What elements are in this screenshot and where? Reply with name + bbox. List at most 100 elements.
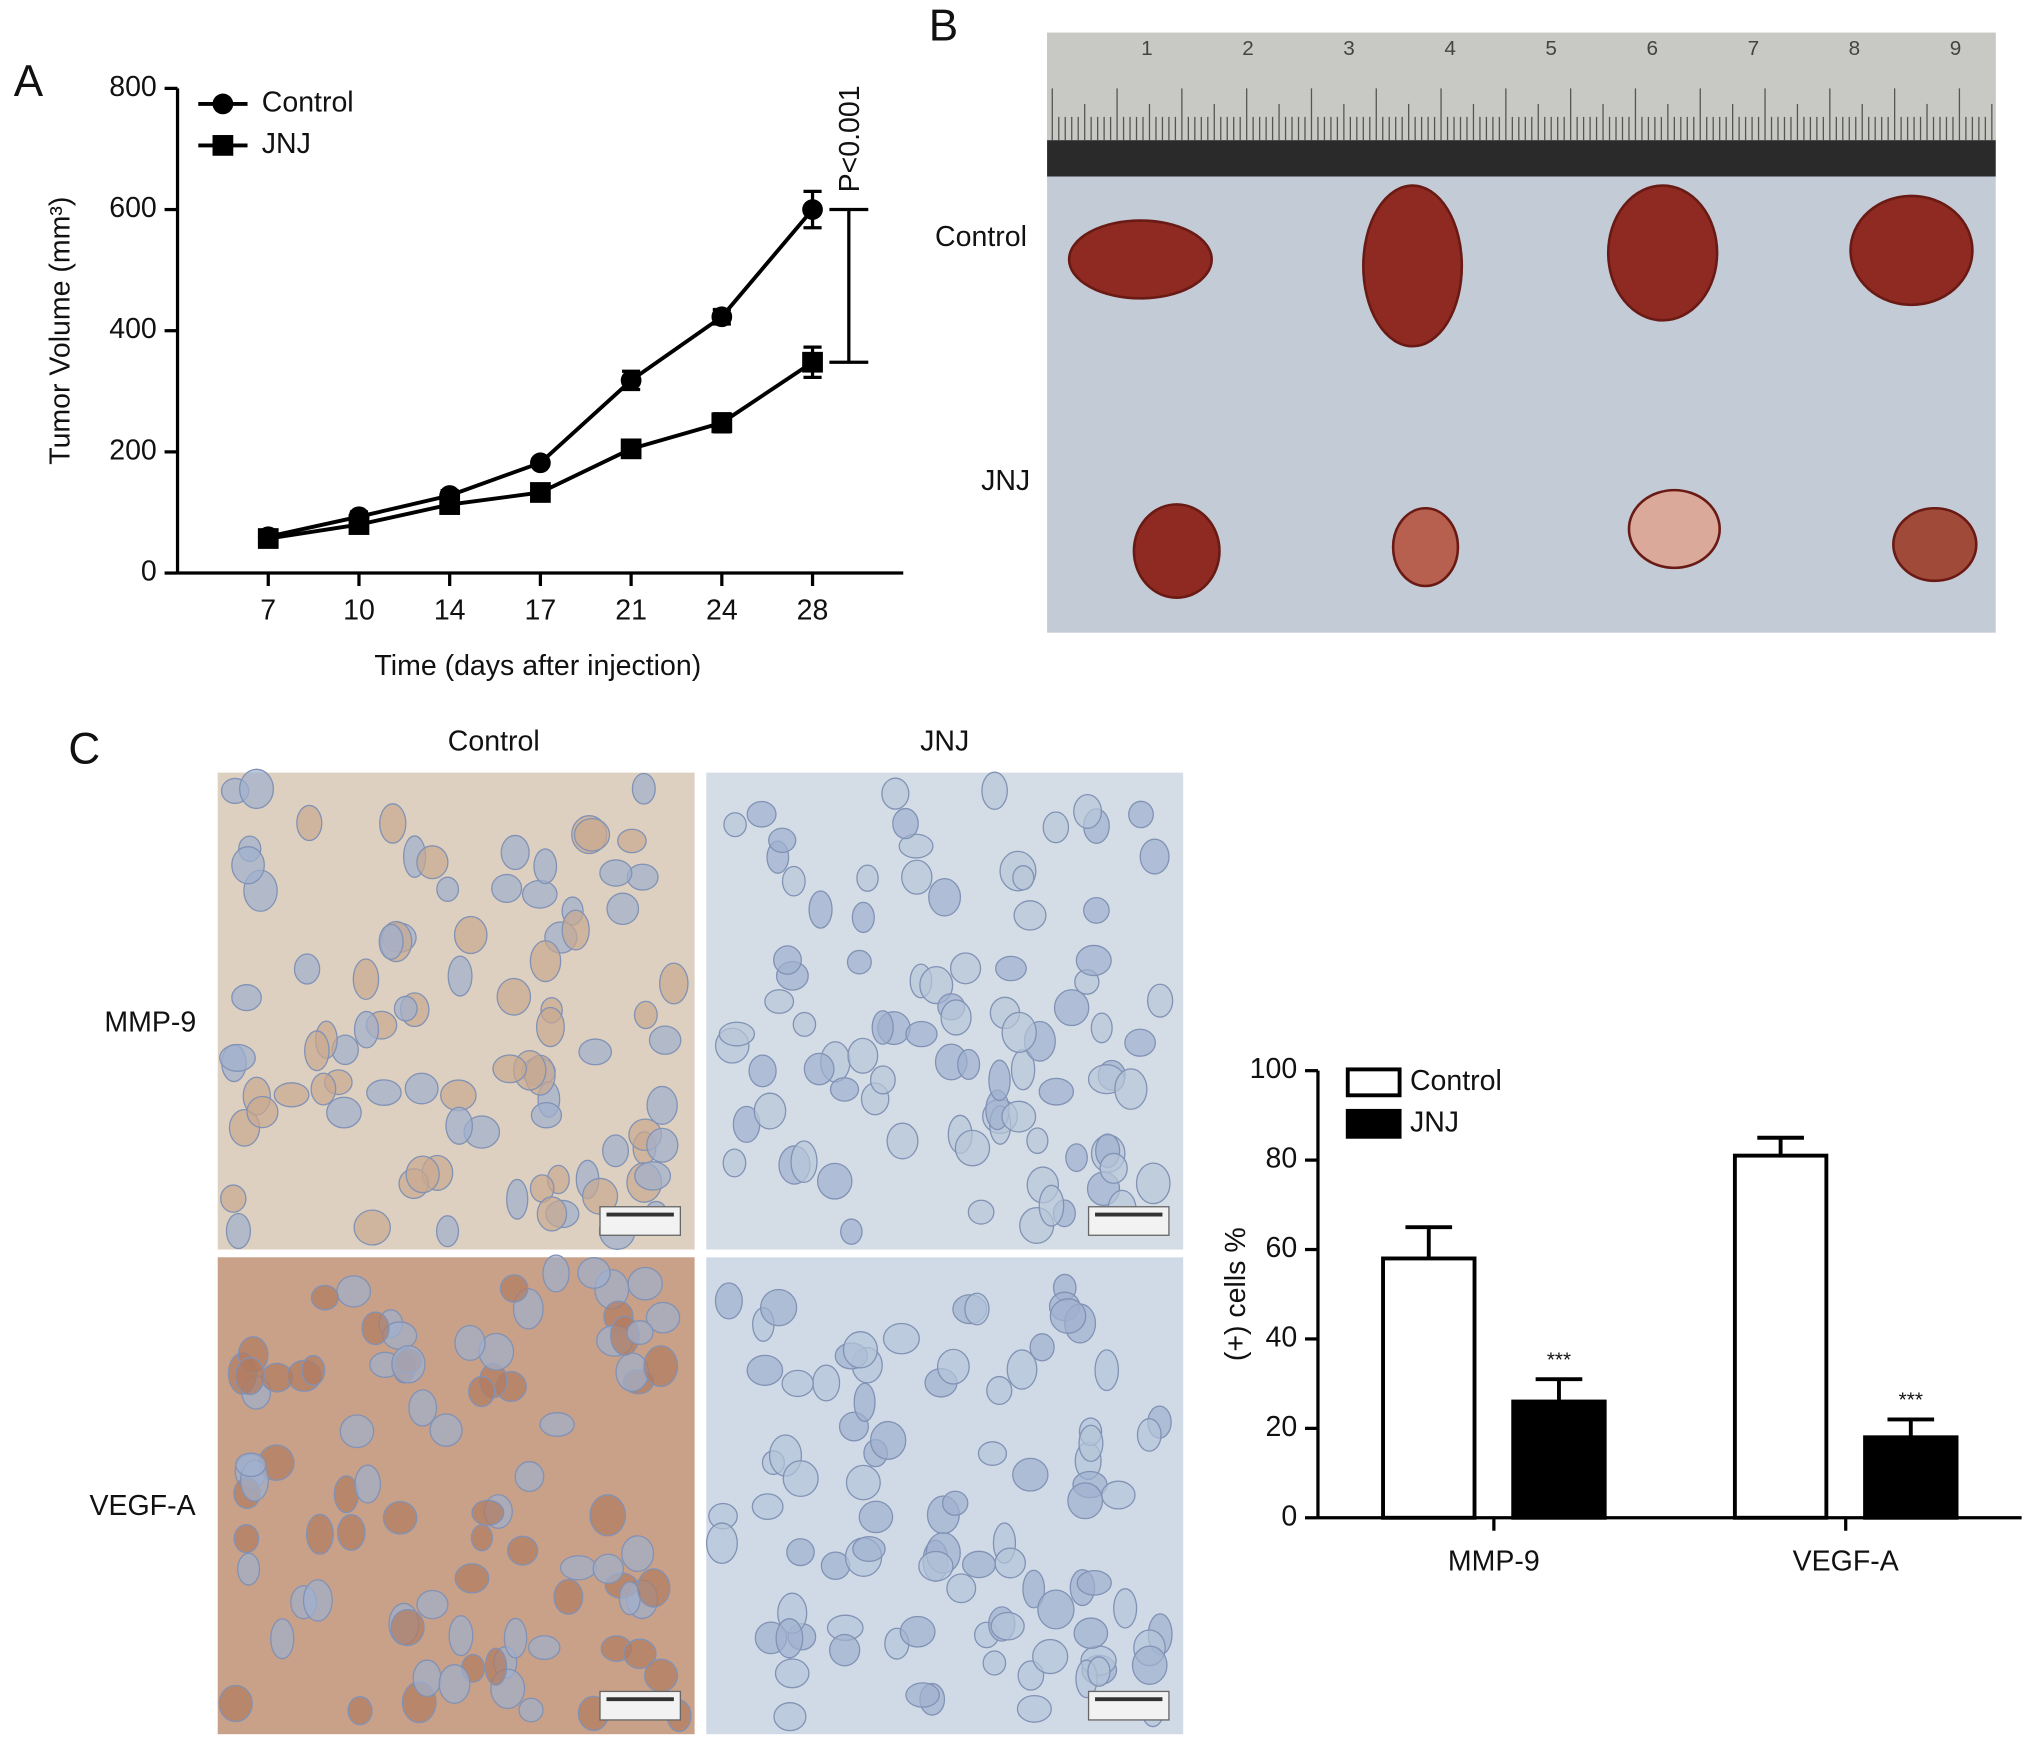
cell	[533, 848, 558, 885]
cell	[445, 1106, 474, 1145]
cell	[1099, 1152, 1128, 1184]
cell	[949, 952, 982, 985]
cell	[219, 1043, 256, 1072]
cell	[1012, 865, 1035, 891]
cell	[845, 1464, 881, 1501]
marker	[348, 514, 370, 535]
cell	[447, 955, 473, 997]
tumor	[1391, 506, 1460, 588]
cell	[964, 1292, 990, 1326]
y-tick-label: 0	[1281, 1500, 1297, 1532]
cell	[503, 1617, 528, 1659]
cell	[500, 834, 530, 871]
legend-label: JNJ	[262, 128, 311, 160]
cell	[853, 1382, 876, 1423]
cell	[233, 1524, 260, 1554]
cell	[634, 1161, 672, 1191]
cell	[453, 915, 488, 955]
ruler-label: 5	[1545, 37, 1557, 60]
cell	[1146, 983, 1174, 1018]
cell	[940, 999, 972, 1036]
error-bar	[1757, 1135, 1804, 1156]
marker	[711, 412, 733, 434]
y-tick-label: 400	[109, 313, 157, 345]
cell	[781, 1369, 814, 1398]
ruler	[1047, 32, 1996, 150]
cell	[892, 807, 919, 840]
cell	[774, 1658, 810, 1689]
cell	[705, 1522, 738, 1565]
cell	[599, 859, 633, 887]
cell	[626, 1320, 654, 1345]
micrograph	[217, 772, 695, 1250]
cell	[429, 1413, 463, 1447]
cell	[393, 995, 418, 1022]
cell	[846, 949, 872, 975]
ruler-label: 1	[1141, 37, 1153, 60]
cell	[840, 1218, 863, 1245]
cell	[882, 1322, 920, 1355]
tumor	[1606, 184, 1719, 322]
cell	[627, 1266, 663, 1301]
cell	[852, 1536, 886, 1563]
cell	[803, 1052, 835, 1086]
cell	[918, 1550, 954, 1582]
scale-bar	[599, 1206, 682, 1236]
cell	[786, 1538, 815, 1567]
legend-swatch	[1345, 1108, 1402, 1139]
scale-bar	[599, 1690, 682, 1721]
cell	[1067, 1482, 1104, 1520]
cell	[1065, 1143, 1088, 1173]
column-label: Control	[448, 725, 540, 757]
cell	[1001, 1100, 1037, 1133]
cell	[928, 877, 962, 917]
cell	[347, 1696, 373, 1726]
photo-row-label: Control	[935, 221, 1027, 253]
ruler-label: 3	[1343, 37, 1355, 60]
significance-bracket	[829, 207, 869, 364]
cell	[842, 1331, 879, 1369]
cell	[919, 966, 954, 1005]
cell	[1038, 1077, 1075, 1106]
panel-label: C	[68, 725, 100, 774]
y-tick-label: 60	[1266, 1232, 1298, 1264]
cell	[718, 1021, 756, 1047]
ruler-label: 4	[1444, 37, 1456, 60]
cell	[416, 1589, 449, 1620]
cell	[235, 1452, 267, 1478]
cell	[438, 1664, 471, 1704]
ruler-shadow	[1047, 140, 1996, 177]
marker	[212, 93, 234, 115]
cell	[905, 1020, 938, 1048]
cell	[621, 1535, 655, 1573]
scale-bar	[1087, 1690, 1170, 1721]
x-tick-label: 17	[525, 594, 557, 626]
cell	[310, 1072, 337, 1106]
marker	[711, 306, 733, 328]
cell	[553, 1578, 584, 1615]
cell	[405, 1155, 440, 1194]
cell	[1090, 1012, 1113, 1044]
cell	[273, 1082, 310, 1108]
cell	[468, 1375, 496, 1408]
marker	[530, 482, 551, 503]
cell	[957, 1048, 981, 1081]
cell	[336, 1514, 366, 1551]
row-label: MMP-9	[104, 1007, 196, 1039]
cell	[1083, 896, 1110, 924]
y-tick-label: 40	[1266, 1321, 1298, 1353]
cell	[506, 1178, 529, 1220]
cell	[995, 955, 1027, 982]
x-tick-label: VEGF-A	[1793, 1546, 1899, 1578]
cell	[936, 1348, 970, 1385]
panel-label: A	[14, 57, 44, 106]
legend-swatch	[1345, 1067, 1402, 1098]
cell	[746, 800, 777, 828]
marker	[802, 199, 823, 220]
cell	[1006, 1349, 1038, 1390]
cell	[961, 1550, 996, 1579]
cell	[1073, 793, 1103, 829]
cell	[781, 865, 806, 897]
cell	[382, 1500, 418, 1535]
